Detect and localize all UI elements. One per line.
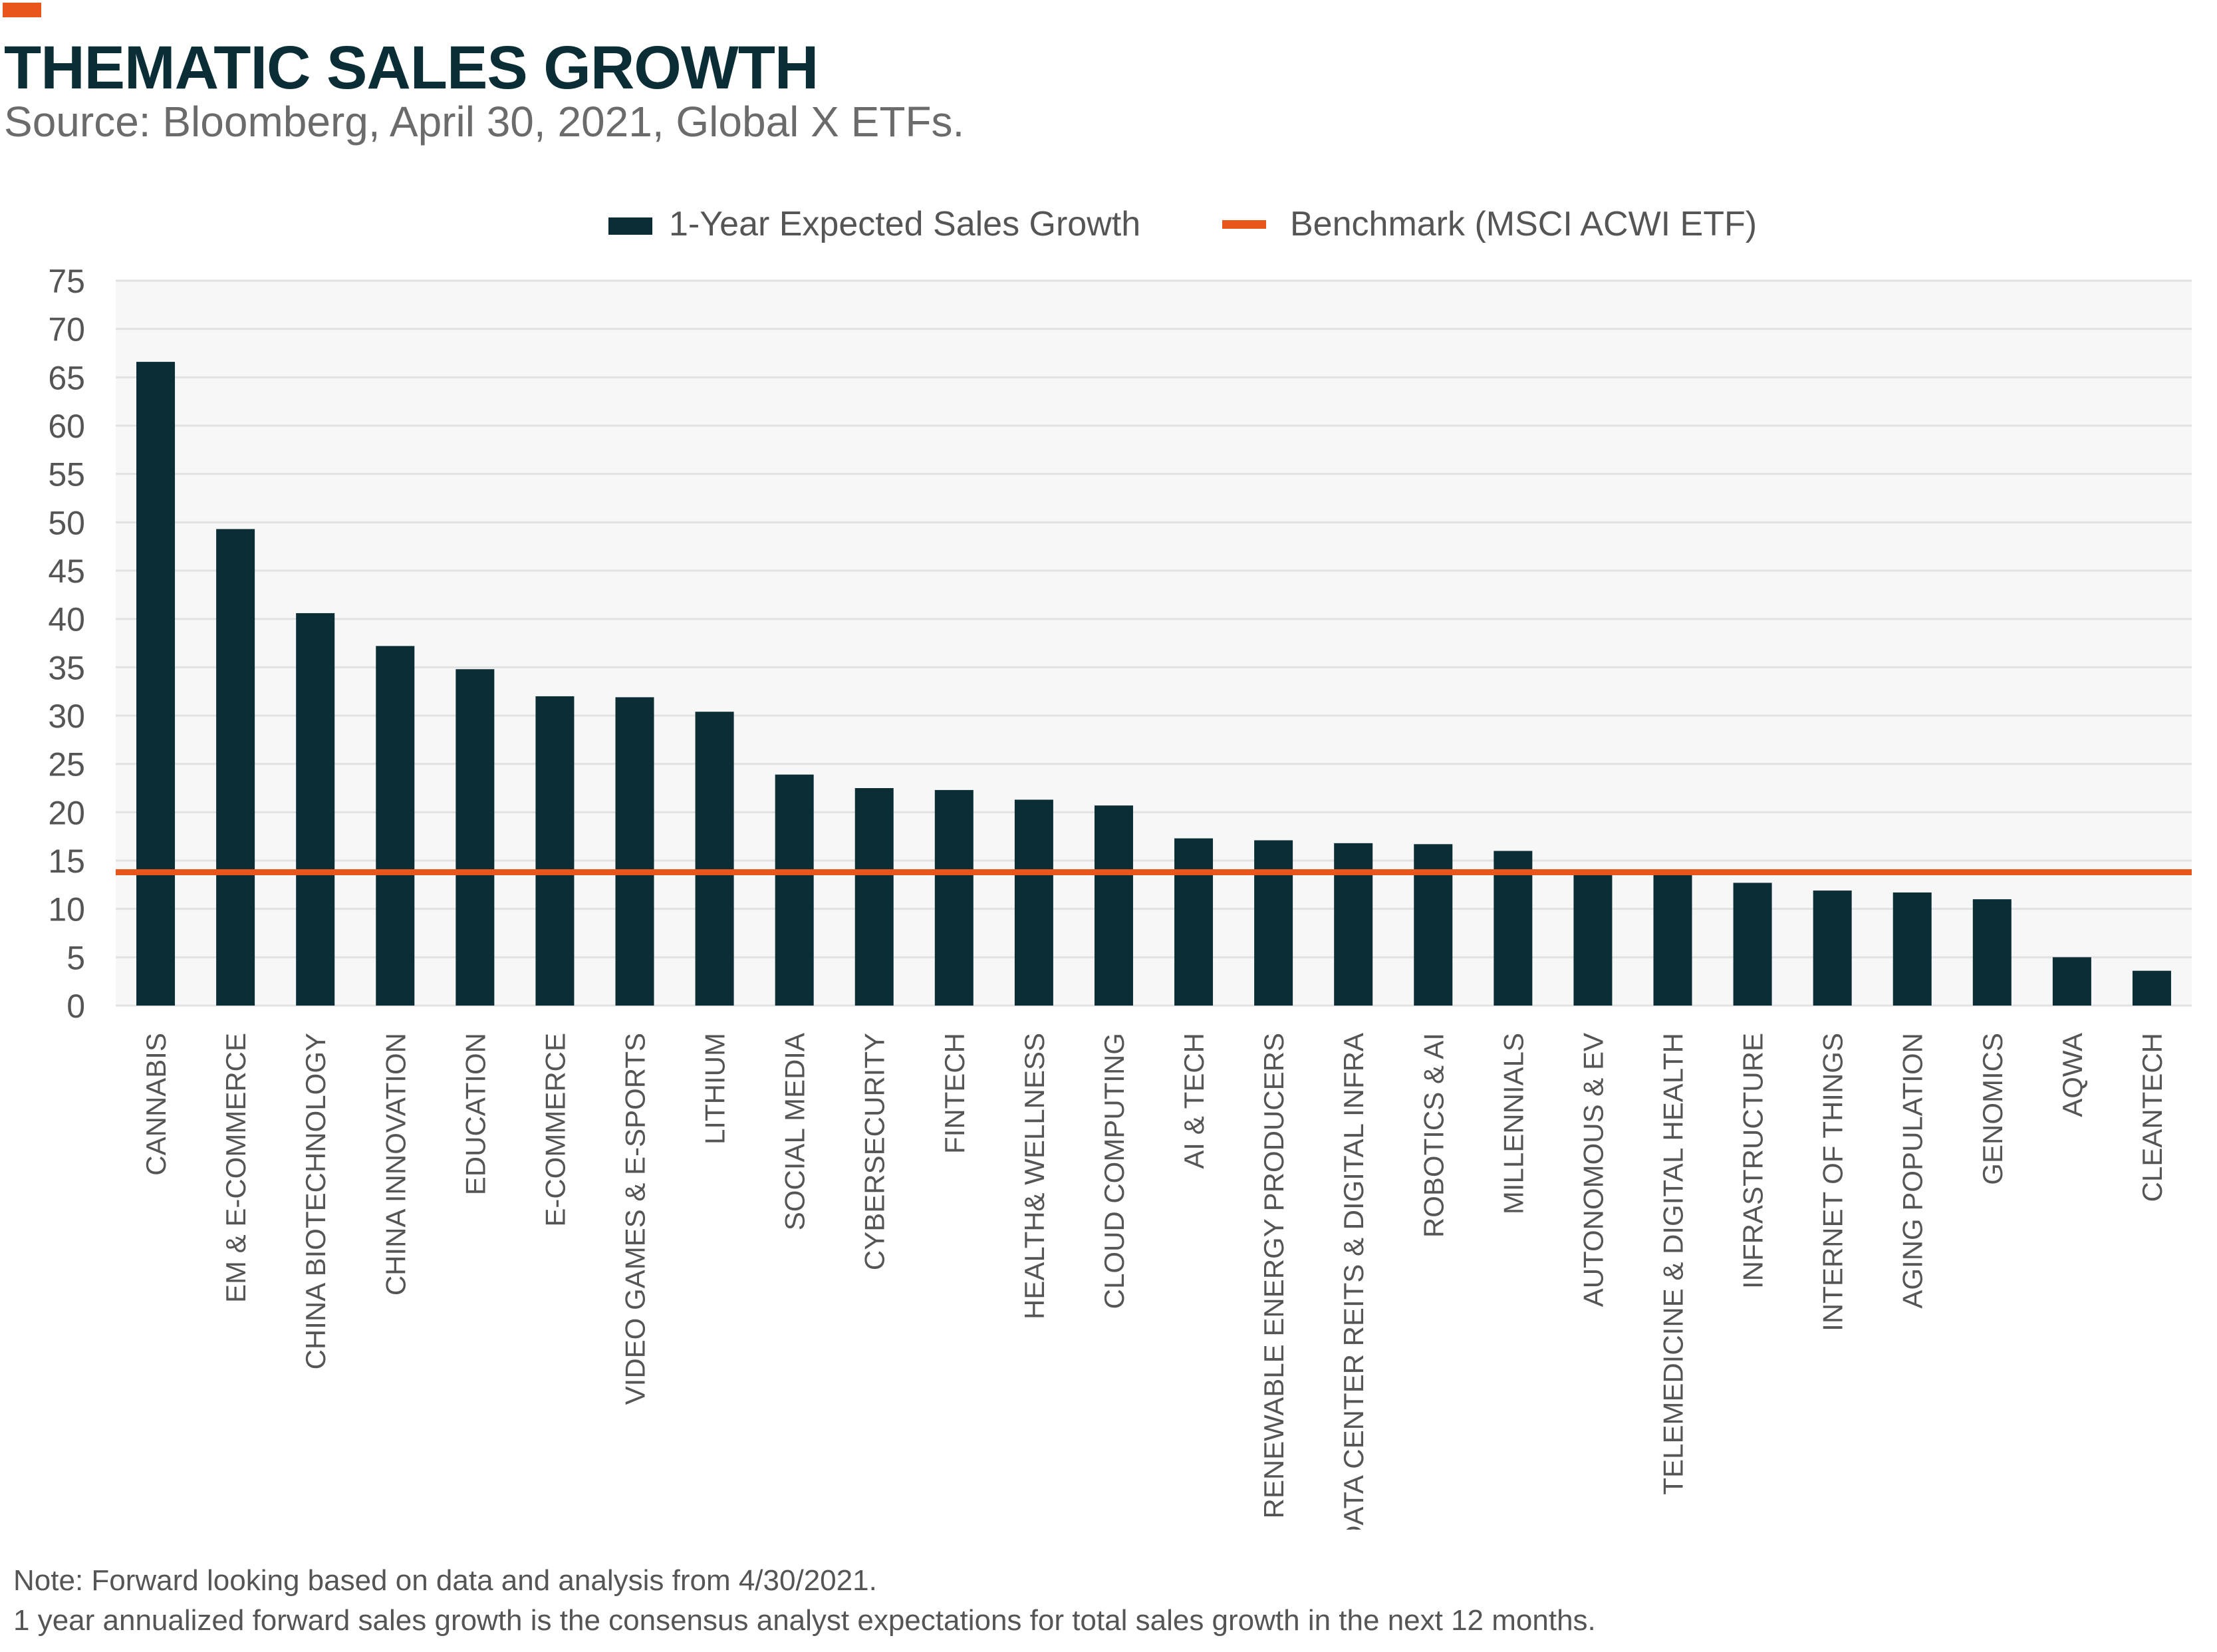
x-tick-label: CHINA INNOVATION xyxy=(380,1033,411,1296)
y-tick-label: 25 xyxy=(48,746,85,783)
y-tick-label: 10 xyxy=(48,891,85,928)
y-tick-label: 60 xyxy=(48,408,85,445)
x-tick-label: INFRASTRUCTURE xyxy=(1738,1033,1769,1289)
chart-title: THEMATIC SALES GROWTH xyxy=(4,34,819,102)
y-tick-label: 20 xyxy=(48,794,85,831)
y-tick-label: 15 xyxy=(48,843,85,880)
y-tick-label: 65 xyxy=(48,359,85,396)
y-tick-label: 30 xyxy=(48,698,85,735)
y-tick-label: 55 xyxy=(48,456,85,493)
x-tick-label: AI & TECH xyxy=(1178,1033,1210,1169)
x-tick-label: VIDEO GAMES & E-SPORTS xyxy=(620,1033,651,1405)
bar xyxy=(1494,851,1533,1006)
x-tick-label: AGING POPULATION xyxy=(1897,1033,1928,1309)
legend-benchmark-swatch xyxy=(1222,220,1266,229)
y-tick-label: 5 xyxy=(66,939,85,976)
x-tick-label: ROBOTICS & AI xyxy=(1418,1033,1449,1238)
y-tick-label: 35 xyxy=(48,649,85,686)
bar xyxy=(695,712,734,1006)
x-tick-label: FINTECH xyxy=(939,1033,970,1154)
x-tick-label: EDUCATION xyxy=(459,1033,491,1195)
bar xyxy=(296,613,335,1006)
y-tick-label: 70 xyxy=(48,311,85,348)
y-axis-ticks: 0 5 10 15 20 25 30 35 40 45 50 55 60 65 70 75 xyxy=(48,263,85,1025)
x-tick-label: CYBERSECURITY xyxy=(859,1033,890,1270)
bar xyxy=(1892,892,1932,1006)
x-tick-label: RENEWABLE ENERGY PRODUCERS xyxy=(1258,1033,1289,1519)
legend-benchmark-label: Benchmark (MSCI ACWI ETF) xyxy=(1290,205,1757,243)
bar xyxy=(136,362,176,1006)
y-tick-label: 0 xyxy=(66,988,85,1025)
bar xyxy=(1573,874,1613,1006)
bar xyxy=(1334,843,1373,1006)
x-tick-label: INTERNET OF THINGS xyxy=(1817,1033,1849,1331)
bar xyxy=(535,696,575,1006)
bar xyxy=(2052,957,2091,1006)
x-tick-label: TELEMEDICINE & DIGITAL HEALTH xyxy=(1658,1033,1689,1495)
x-tick-label: LITHIUM xyxy=(700,1033,731,1145)
y-tick-label: 50 xyxy=(48,504,85,541)
x-tick-label: DATA CENTER REITS & DIGITAL INFRA xyxy=(1338,1033,1369,1530)
x-axis-labels: CANNABIS EM & E-COMMERCE CHINA BIOTECHNOLO… xyxy=(140,1033,2168,1530)
bar xyxy=(1014,799,1053,1006)
legend-bar-swatch xyxy=(608,217,652,235)
bar xyxy=(934,789,974,1006)
accent-bar xyxy=(3,3,41,17)
bar xyxy=(1733,883,1772,1006)
x-tick-label: AUTONOMOUS & EV xyxy=(1577,1033,1609,1307)
note-line-2: 1 year annualized forward sales growth i… xyxy=(13,1604,1596,1637)
x-tick-label: GENOMICS xyxy=(1977,1033,2008,1185)
y-tick-label: 75 xyxy=(48,263,85,300)
bar xyxy=(1254,840,1293,1006)
x-tick-label: EM & E-COMMERCE xyxy=(220,1033,251,1303)
bar xyxy=(216,529,255,1006)
bar xyxy=(376,646,415,1006)
x-tick-label: CLEANTECH xyxy=(2137,1033,2168,1202)
bar xyxy=(1094,805,1133,1006)
x-tick-label: SOCIAL MEDIA xyxy=(779,1033,811,1230)
x-tick-label: HEALTH& WELLNESS xyxy=(1019,1033,1050,1319)
bar xyxy=(775,774,814,1006)
y-tick-label: 40 xyxy=(48,601,85,638)
y-tick-label: 45 xyxy=(48,553,85,590)
bar xyxy=(1653,875,1692,1006)
bar-chart: 1-Year Expected Sales Growth Benchmark (… xyxy=(48,205,2192,1530)
bar xyxy=(615,697,654,1006)
bar xyxy=(1174,838,1214,1006)
bar xyxy=(2132,970,2171,1006)
x-tick-label: CLOUD COMPUTING xyxy=(1099,1033,1130,1309)
x-tick-label: CANNABIS xyxy=(140,1033,172,1176)
bars xyxy=(136,362,2171,1006)
plot-area xyxy=(116,281,2192,1006)
legend-bar-label: 1-Year Expected Sales Growth xyxy=(669,205,1140,243)
bar xyxy=(1414,844,1453,1006)
chart-source: Source: Bloomberg, April 30, 2021, Globa… xyxy=(4,98,965,146)
bar xyxy=(456,669,495,1006)
bar xyxy=(1813,891,1852,1006)
x-tick-label: MILLENNIALS xyxy=(1498,1033,1529,1214)
bar xyxy=(1972,899,2012,1006)
x-tick-label: CHINA BIOTECHNOLOGY xyxy=(300,1033,331,1369)
note-line-1: Note: Forward looking based on data and … xyxy=(13,1564,877,1597)
x-tick-label: AQWA xyxy=(2057,1033,2088,1117)
bar xyxy=(854,788,894,1006)
legend: 1-Year Expected Sales Growth Benchmark (… xyxy=(608,205,1757,243)
x-tick-label: E-COMMERCE xyxy=(539,1033,571,1227)
